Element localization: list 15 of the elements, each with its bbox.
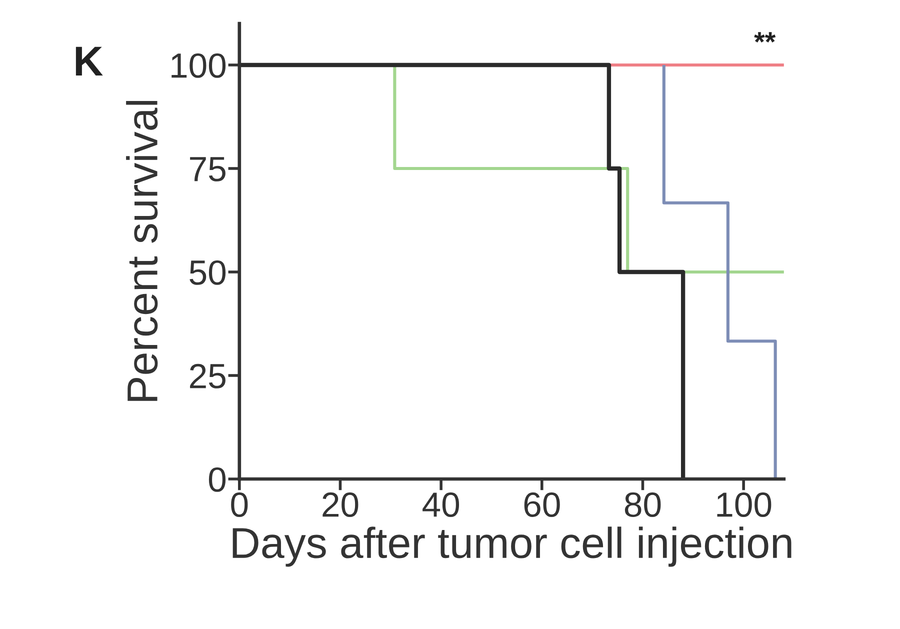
y-tick-label: 75 bbox=[190, 157, 226, 182]
y-tick-label: 0 bbox=[208, 467, 226, 492]
y-tick-label: 50 bbox=[190, 260, 226, 285]
y-axis-title: Percent survival bbox=[126, 101, 158, 401]
x-tick-label: 0 bbox=[231, 492, 248, 517]
x-tick-label: 20 bbox=[322, 492, 358, 517]
x-tick-label: 40 bbox=[422, 492, 460, 517]
y-tick-label: 100 bbox=[172, 53, 226, 78]
x-tick-label: 80 bbox=[624, 492, 661, 517]
x-tick-label: 100 bbox=[717, 492, 772, 517]
y-tick-label: 25 bbox=[190, 364, 226, 388]
x-tick-label: 60 bbox=[524, 492, 560, 517]
x-axis-title: Days after tumor cell injection bbox=[232, 526, 792, 567]
annotation: ** bbox=[754, 32, 776, 42]
chart-title: K bbox=[76, 46, 103, 76]
